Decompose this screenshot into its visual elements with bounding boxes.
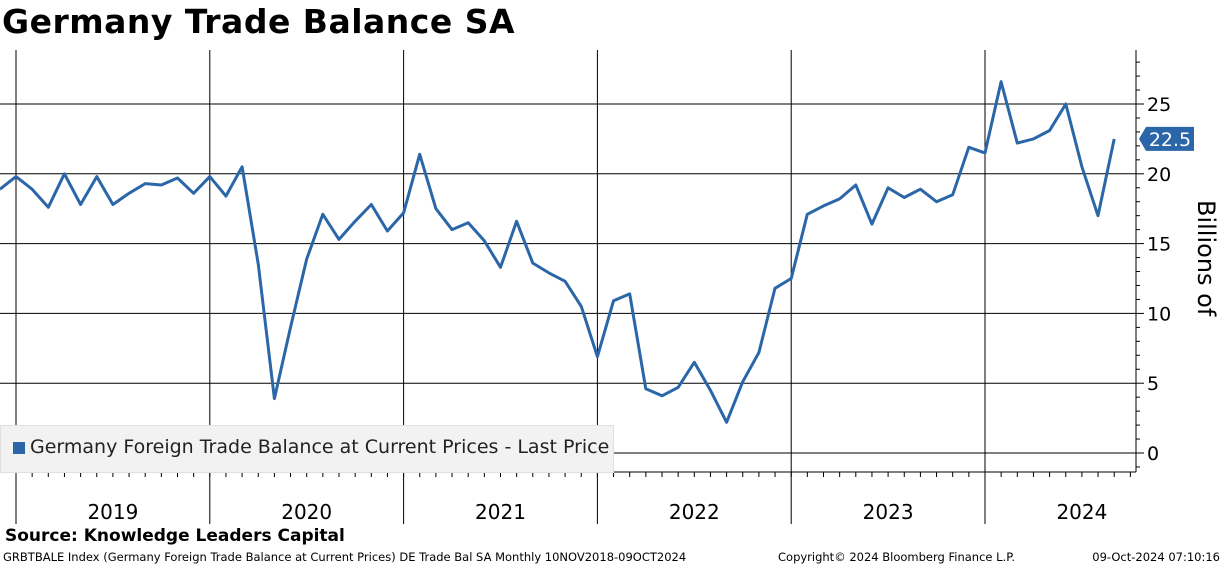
x-tick-label: 2024 <box>1056 500 1107 524</box>
y-axis-label: Billions of <box>1192 200 1220 317</box>
legend-label: Germany Foreign Trade Balance at Current… <box>30 436 610 458</box>
last-value-tag <box>1139 126 1194 151</box>
y-tick-label: 25 <box>1147 94 1171 116</box>
y-tick-label: 0 <box>1147 443 1159 465</box>
legend: Germany Foreign Trade Balance at Current… <box>0 425 614 473</box>
x-tick-label: 2023 <box>863 500 914 524</box>
y-tick-label: 10 <box>1147 303 1171 325</box>
series-layer <box>0 80 1116 424</box>
legend-swatch <box>13 442 25 454</box>
label-layer: 22.5 <box>1139 126 1194 151</box>
source-line: Source: Knowledge Leaders Capital <box>5 526 345 546</box>
axis-layer: 0 5 10 15 20 25 2019 2020 2021 2022 2023 2024 Billio… <box>0 50 1220 524</box>
y-tick-label: 20 <box>1147 164 1171 186</box>
last-value-label: 22.5 <box>1149 129 1191 151</box>
x-tick-label: 2019 <box>87 500 138 524</box>
footer-ticker-info: GRBTBALE Index (Germany Foreign Trade Ba… <box>3 550 687 564</box>
footer-copyright: Copyright© 2024 Bloomberg Finance L.P. <box>778 550 1015 564</box>
chart-title: Germany Trade Balance SA <box>2 2 516 41</box>
x-tick-label: 2021 <box>475 500 526 524</box>
y-tick-label: 5 <box>1147 373 1159 395</box>
footer-timestamp: 09-Oct-2024 07:10:16 <box>1092 550 1220 564</box>
y-tick-label: 15 <box>1147 234 1171 256</box>
x-tick-label: 2020 <box>281 500 332 524</box>
series-line <box>0 80 1116 424</box>
x-tick-label: 2022 <box>669 500 720 524</box>
